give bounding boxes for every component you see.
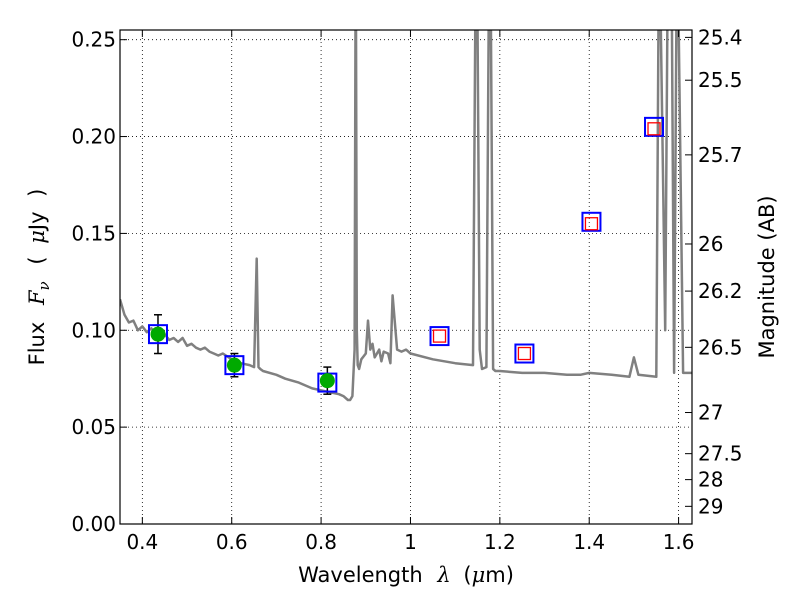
x-tick-label: 1 [404, 530, 417, 554]
model-flux-square [147, 324, 168, 345]
upper-limit-square [647, 122, 661, 136]
model-flux-square [514, 343, 535, 364]
y-axis-label-unit-mu: μ [25, 230, 49, 244]
observed-flux-point [226, 357, 242, 373]
tick-layer: 0.4 0.6 0.8 1 1.2 1.4 1.6 0.00 0.05 0.10 0.15 0.20 0… [71, 25, 742, 554]
x-axis-label-unit-rest: m) [485, 563, 514, 587]
x-tick-label: 1.2 [484, 530, 516, 554]
model-flux-square [644, 116, 665, 137]
y2-tick-label: 26.2 [698, 279, 743, 303]
y-axis-label-unit-open: ( [25, 256, 49, 264]
y-axis-label-main: Flux [25, 322, 49, 366]
y2-tick-label: 26.5 [698, 335, 743, 359]
x-axis-label-unit-mu: μ [472, 563, 486, 587]
x-tick-label: 0.4 [126, 530, 158, 554]
y-axis-label-unit-close: ) [25, 189, 49, 197]
x-axis-label-unit-open: ( [463, 563, 471, 587]
y-axis-label: Flux Fν ( μJy ) [25, 189, 54, 366]
upper-limit-square [517, 346, 532, 361]
model-flux-square [581, 211, 602, 232]
y-axis-label-unit-rest: Jy [25, 211, 49, 232]
y-axis-label-symbol: F [25, 289, 49, 306]
y2-tick-label: 27 [698, 401, 723, 425]
y2-axis-label: Magnitude (AB) [755, 195, 779, 358]
model-flux-square [224, 355, 245, 376]
upper-limit-square [584, 217, 599, 231]
plot-layer [120, 30, 692, 402]
y2-tick-label: 29 [698, 494, 723, 518]
y2-tick-label: 26 [698, 232, 723, 256]
upper-limit-square [432, 329, 447, 343]
x-axis-label-symbol: λ [436, 563, 450, 587]
model-flux-square [429, 326, 450, 347]
x-tick-label: 1.4 [573, 530, 605, 554]
y2-tick-label: 25.7 [698, 143, 743, 167]
x-axis-label: Wavelength λ (μm) [298, 563, 514, 587]
grid-layer [120, 30, 692, 525]
observed-flux-point [150, 326, 166, 342]
observed-flux-point [319, 373, 335, 389]
x-tick-label: 0.6 [216, 530, 248, 554]
y2-tick-label: 25.4 [698, 25, 743, 49]
x-axis-label-main: Wavelength [298, 563, 423, 587]
y2-tick-label: 28 [698, 468, 723, 492]
x-tick-label: 0.8 [305, 530, 337, 554]
y-axis-label-subscript: ν [35, 281, 53, 290]
y2-tick-label: 25.5 [698, 68, 743, 92]
y-tick-label: 0.00 [71, 512, 116, 536]
y-tick-label: 0.05 [71, 415, 116, 439]
y2-tick-label: 27.5 [698, 442, 743, 466]
y-tick-label: 0.25 [71, 28, 116, 52]
y-tick-label: 0.15 [71, 221, 116, 245]
spectrum-line [120, 30, 692, 402]
y-tick-label: 0.20 [71, 125, 116, 149]
x-tick-label: 1.6 [663, 530, 695, 554]
y-tick-label: 0.10 [71, 318, 116, 342]
plot-frame [119, 29, 693, 525]
